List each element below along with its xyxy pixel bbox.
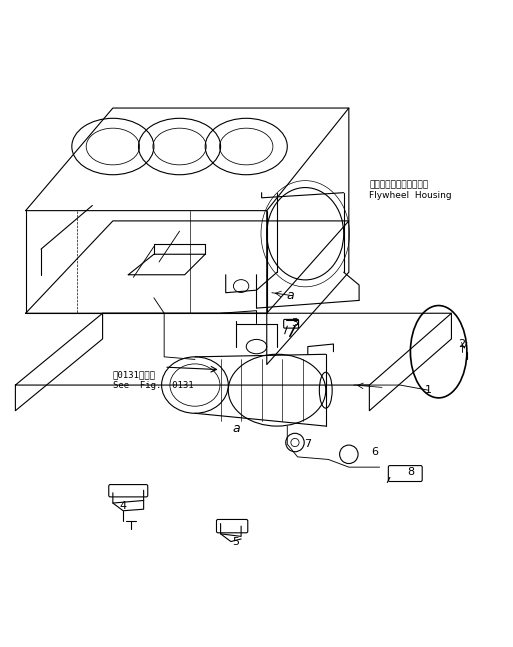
Text: 2: 2 [458, 339, 465, 349]
Text: 8: 8 [407, 467, 414, 477]
Text: 4: 4 [120, 501, 127, 510]
Text: 7: 7 [304, 439, 311, 449]
Text: 5: 5 [232, 536, 240, 547]
Text: 6: 6 [371, 446, 378, 457]
FancyBboxPatch shape [388, 466, 422, 481]
Text: 第0131図参照
See  Fig.  0131: 第0131図参照 See Fig. 0131 [113, 370, 193, 389]
Text: フライホイルハウジング
Flywheel  Housing: フライホイルハウジング Flywheel Housing [369, 181, 452, 200]
FancyBboxPatch shape [216, 520, 248, 532]
FancyBboxPatch shape [109, 485, 148, 497]
Text: 3: 3 [291, 318, 299, 329]
Text: a: a [232, 422, 240, 435]
FancyBboxPatch shape [284, 320, 299, 328]
Text: 1: 1 [425, 385, 432, 395]
Text: a: a [286, 289, 293, 302]
